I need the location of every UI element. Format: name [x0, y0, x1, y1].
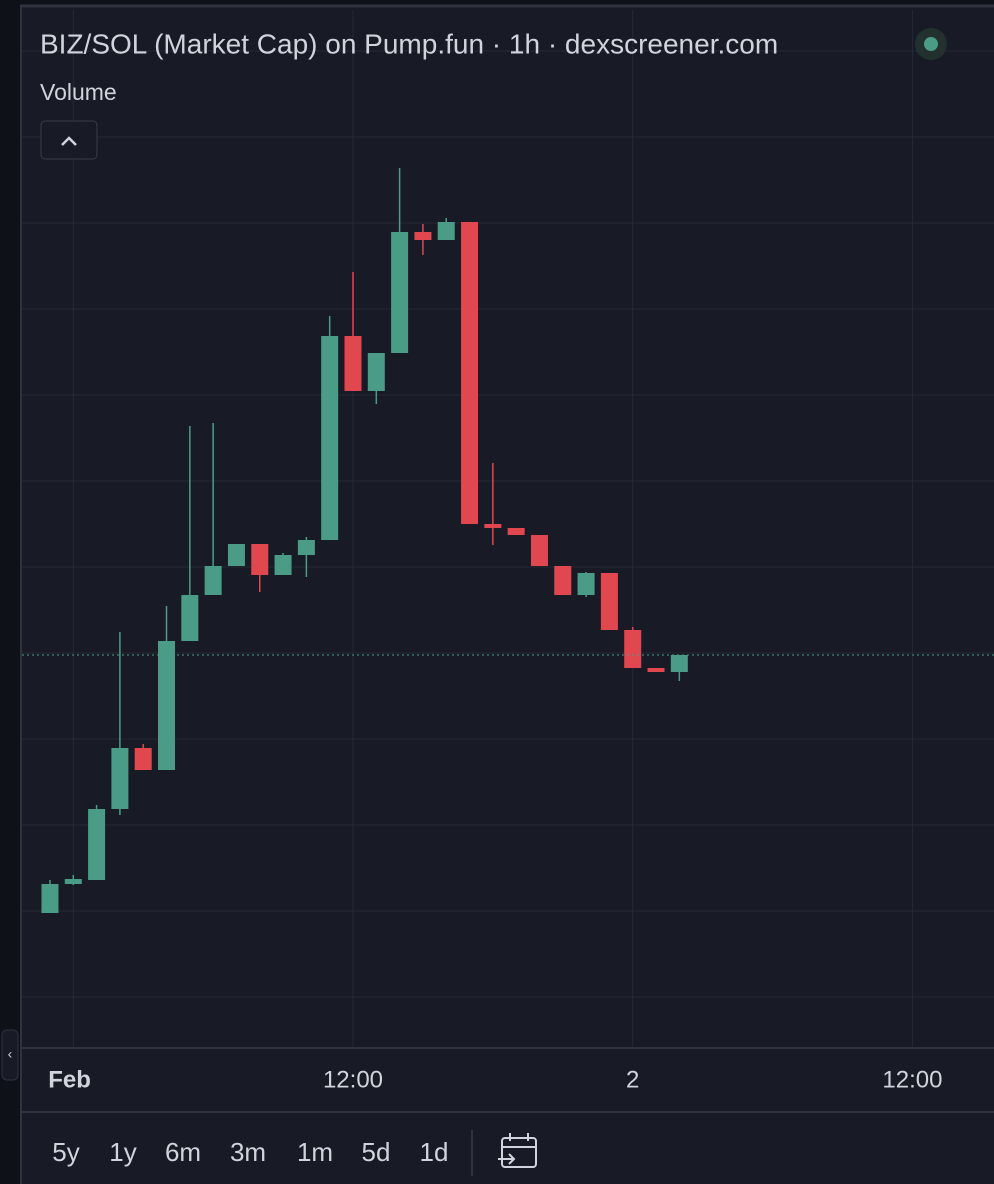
range-button[interactable]: 1d — [420, 1137, 449, 1167]
candle-body — [227, 544, 245, 566]
toggle-icon — [61, 136, 77, 146]
candles — [22, 168, 994, 913]
range-button[interactable]: 6m — [165, 1137, 201, 1167]
collapse-button[interactable] — [1, 1029, 19, 1081]
x-tick-label: 2 — [626, 1066, 639, 1093]
volume-label: Volume — [40, 79, 117, 105]
toggle-button[interactable] — [40, 120, 98, 160]
candle-body — [297, 540, 315, 555]
x-tick-label: 12:00 — [882, 1066, 942, 1093]
x-tick-label: 12:00 — [323, 1066, 383, 1093]
range-button[interactable]: 1m — [297, 1137, 333, 1167]
chart-title: BIZ/SOL (Market Cap) on Pump.fun · 1h · … — [40, 28, 778, 59]
candle-body — [321, 336, 339, 540]
candle-body — [484, 524, 502, 528]
candle-body — [134, 748, 152, 770]
range-button[interactable]: 3m — [230, 1137, 266, 1167]
candle-body — [670, 655, 688, 672]
candle-body — [158, 641, 176, 770]
status-dot — [924, 37, 938, 51]
candle-body — [204, 566, 222, 595]
candle-body — [414, 232, 432, 240]
candle-body — [274, 555, 292, 575]
candle-body — [181, 595, 199, 641]
chart-panel — [22, 6, 994, 1184]
candle-body — [41, 884, 59, 913]
candle-body — [64, 879, 82, 884]
candle-body — [530, 535, 548, 566]
range-button[interactable]: 1y — [109, 1137, 136, 1167]
date-range-icon[interactable] — [498, 1133, 537, 1168]
grid — [22, 10, 994, 1048]
candle-body — [344, 336, 362, 391]
candle-body — [554, 566, 572, 595]
collapse-icon: ‹ — [8, 1046, 13, 1062]
candle-body — [624, 630, 642, 668]
candle-body — [577, 573, 595, 595]
range-button[interactable]: 5y — [52, 1137, 79, 1167]
candle-body — [437, 222, 455, 240]
candle-body — [111, 748, 129, 809]
range-button[interactable]: 5d — [362, 1137, 391, 1167]
candle-body — [461, 222, 479, 524]
candle-body — [391, 232, 409, 353]
candle-body — [88, 809, 106, 880]
candle-body — [600, 573, 618, 630]
x-tick-label: Feb — [48, 1066, 91, 1093]
candle-body — [507, 528, 525, 535]
candle-body — [367, 353, 385, 391]
candle-body — [251, 544, 269, 575]
candle-body — [647, 668, 665, 672]
